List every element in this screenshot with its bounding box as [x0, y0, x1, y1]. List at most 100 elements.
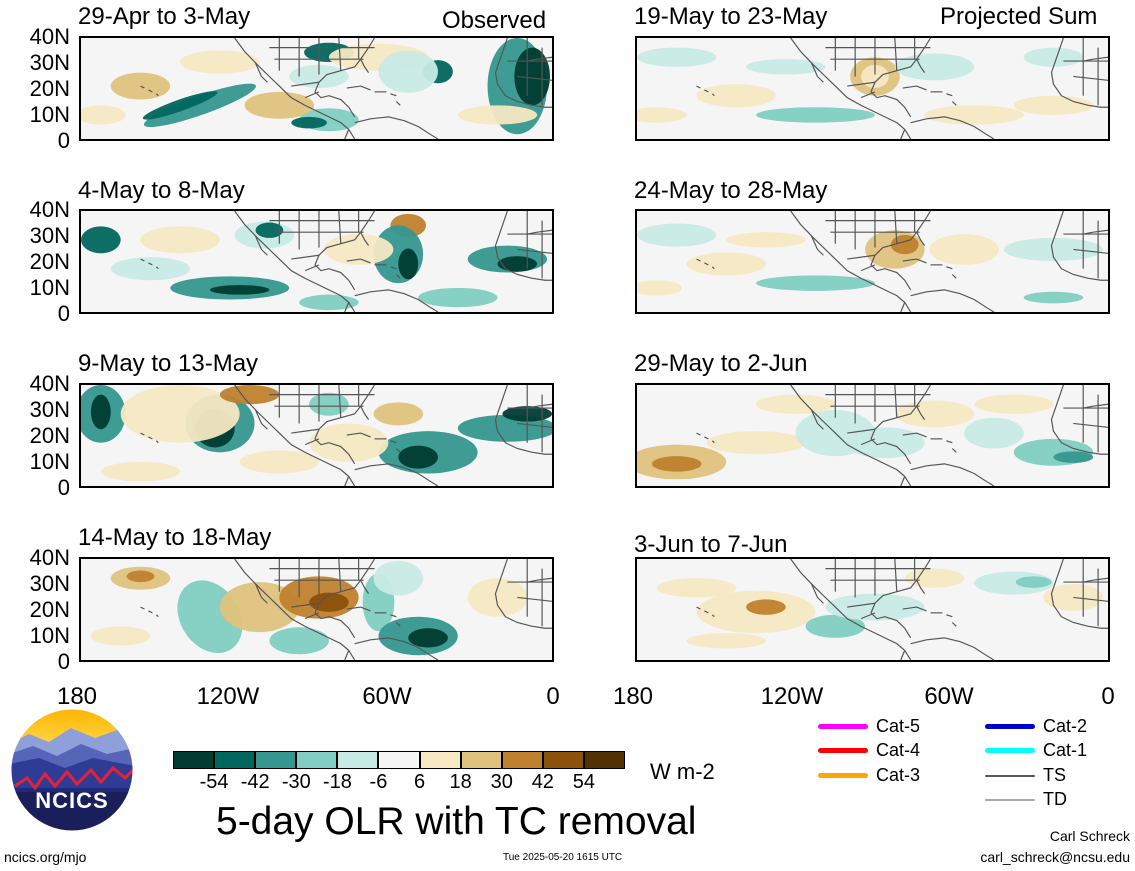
panel-title-8: 3-Jun to 7-Jun	[634, 531, 788, 558]
coastline	[916, 579, 926, 594]
ncics-logo-text: NCICS	[35, 788, 109, 813]
coastline	[894, 211, 898, 244]
anomaly-contour	[219, 582, 300, 633]
coastline	[344, 650, 350, 660]
anomaly-contour	[209, 285, 270, 295]
lon-label-180-right: 180	[612, 683, 654, 710]
coastline	[902, 606, 927, 612]
map-panel-8	[635, 557, 1110, 662]
lat-label: 10N	[29, 102, 70, 127]
coastline	[354, 637, 439, 660]
coastline	[155, 614, 159, 618]
coastline	[155, 266, 159, 270]
observed-label: Observed	[442, 7, 547, 34]
anomaly-contour	[637, 223, 717, 247]
coastline	[517, 422, 552, 428]
anomaly-contour	[100, 461, 181, 482]
footer-email: carl_schreck@ncsu.edu	[980, 849, 1130, 865]
anomaly-contour	[974, 394, 1054, 414]
anomaly-contour	[1043, 584, 1104, 611]
anomaly-contour	[457, 105, 538, 125]
anomaly-contour	[656, 578, 737, 598]
map-panel-6	[635, 209, 1110, 314]
anomaly-contour	[219, 385, 280, 405]
anomaly-contour	[244, 91, 315, 119]
coastline	[291, 254, 320, 260]
coastline	[254, 62, 268, 83]
coastline	[140, 432, 145, 436]
anomaly-contour	[140, 226, 220, 254]
coastline	[790, 38, 912, 139]
lat-label: 0	[57, 128, 70, 153]
map-panel-2	[79, 209, 554, 314]
coastline	[140, 85, 145, 89]
coastline	[810, 583, 824, 604]
colorbar-segment	[173, 751, 215, 769]
coastline	[304, 438, 320, 446]
lon-label-0-right: 0	[1101, 683, 1115, 710]
lat-label: 40N	[29, 197, 70, 222]
anomaly-contour	[309, 392, 349, 416]
olr-anomaly-map	[81, 559, 552, 660]
colorbar-tick-label: 6	[413, 771, 426, 793]
map-panel-5	[635, 36, 1110, 141]
colorbar-units: W m-2	[650, 759, 715, 784]
colorbar-tick-label: 18	[449, 771, 472, 793]
coastline	[704, 262, 709, 266]
coastline	[390, 440, 397, 444]
anomaly-contour	[746, 599, 786, 615]
anomaly-contour	[755, 275, 875, 291]
coastline	[527, 577, 552, 583]
anomaly-contour	[726, 232, 806, 248]
coastline	[696, 606, 701, 610]
colorbar-segment	[255, 751, 297, 769]
coastline	[140, 258, 145, 262]
coastline	[1050, 211, 1108, 281]
coastline	[704, 610, 709, 614]
coastline	[494, 38, 552, 108]
coastline	[155, 440, 159, 444]
footer-url: ncics.org/mjo	[4, 849, 87, 865]
coastline	[810, 62, 824, 83]
olr-anomaly-map	[81, 38, 552, 139]
coastline	[148, 89, 153, 93]
coastline	[304, 264, 320, 272]
coastline	[234, 211, 356, 312]
anomaly-contour	[514, 47, 551, 106]
main-title: 5-day OLR with TC removal	[216, 800, 697, 843]
coastline	[494, 385, 552, 455]
anomaly-contour	[126, 570, 155, 583]
lat-label: 20N	[29, 76, 70, 101]
anomaly-contour	[378, 50, 438, 93]
anomaly-contour	[289, 64, 349, 89]
anomaly-contour	[309, 592, 349, 612]
colorbar-segment	[583, 751, 625, 769]
coastline	[900, 302, 906, 312]
coastline	[946, 93, 953, 97]
colorbar-segment	[296, 751, 338, 769]
anomaly-contour	[861, 64, 889, 89]
lon-label-60w-left: 60W	[362, 683, 412, 710]
coastline	[696, 85, 701, 89]
coastline	[344, 129, 350, 139]
coastline	[344, 476, 350, 486]
coastline	[900, 476, 906, 486]
coastline	[910, 116, 995, 139]
panel-title-5: 19-May to 23-May	[634, 3, 828, 30]
coastline	[291, 428, 320, 434]
anomaly-contour	[755, 107, 875, 123]
legend-swatch-cat-3	[818, 773, 868, 778]
colorbar-tick-label: 54	[572, 771, 596, 793]
coastline	[894, 559, 898, 592]
coastline	[894, 38, 898, 71]
anomaly-contour	[120, 385, 240, 443]
anomaly-contour	[408, 628, 448, 648]
colorbar-segment	[501, 751, 543, 769]
coastline	[847, 602, 876, 608]
colorbar-tick-label: -30	[281, 771, 311, 793]
colorbar-segment	[542, 751, 584, 769]
colorbar-segment	[419, 751, 461, 769]
lat-label: 20N	[29, 423, 70, 448]
coastline	[946, 614, 953, 618]
coastline	[860, 91, 876, 99]
